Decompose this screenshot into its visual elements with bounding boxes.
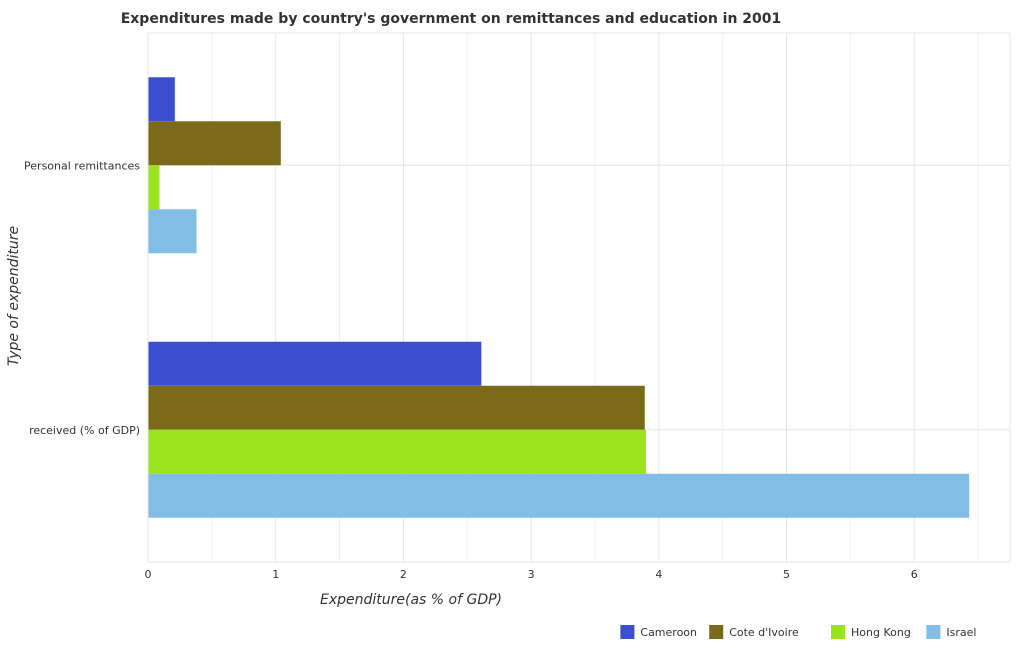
x-axis-label: Expenditure(as % of GDP) (320, 592, 502, 608)
x-tick-label: 1 (272, 568, 279, 581)
legend-label: Hong Kong (851, 626, 911, 639)
bar-israel (148, 209, 197, 254)
x-tick-label: 5 (783, 568, 790, 581)
axes: 0 1 2 3 4 5 6 Personal remittances received (% o… (24, 32, 1011, 581)
x-tick-label: 6 (911, 568, 918, 581)
bar-hong-kong (148, 165, 160, 210)
y-tick-label: Personal remittances (24, 159, 140, 172)
legend-swatch (709, 625, 724, 639)
plot-frame (147, 32, 1011, 563)
bar-israel (148, 473, 970, 518)
y-tick-label: received (% of GDP) (29, 424, 140, 437)
legend-label: Cameroon (640, 626, 697, 639)
chart-title: Expenditures made by country's governmen… (121, 11, 782, 27)
legend-label: Cote d'Ivoire (729, 626, 799, 639)
x-tick-label: 3 (528, 568, 535, 581)
x-tick-label: 0 (145, 568, 152, 581)
bar-hong-kong (148, 429, 647, 474)
legend-swatch (620, 625, 635, 639)
bar-cote-d-ivoire (148, 385, 645, 430)
x-tick-label: 4 (655, 568, 662, 581)
legend-swatch (926, 625, 941, 639)
bar-cote-d-ivoire (148, 121, 281, 166)
legend: Cameroon Cote d'Ivoire Hong Kong Israel (620, 625, 976, 639)
legend-label: Israel (946, 626, 976, 639)
y-axis-label: Type of expenditure (6, 226, 22, 366)
bar-cameroon (148, 77, 175, 122)
legend-swatch (831, 625, 845, 639)
bars (148, 77, 970, 518)
bar-cameroon (148, 341, 482, 386)
x-tick-label: 2 (400, 568, 407, 581)
